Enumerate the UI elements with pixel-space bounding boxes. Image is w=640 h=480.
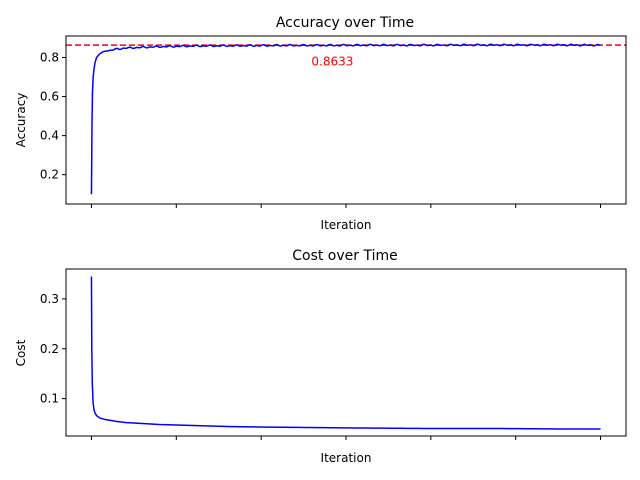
accuracy-y-tick-label: 0.4	[40, 129, 59, 143]
accuracy-y-tick-label: 0.2	[40, 168, 59, 182]
cost-y-axis-label: Cost	[14, 339, 28, 366]
accuracy-series-line	[90, 43, 601, 195]
cost-x-axis-label: Iteration	[321, 451, 372, 465]
accuracy-chart-title: Accuracy over Time	[276, 15, 414, 31]
cost-y-ticks: 0.1 0.2 0.3	[40, 292, 66, 406]
cost-plot-frame	[65, 268, 627, 437]
cost-series-line	[90, 276, 601, 430]
cost-y-tick-label: 0.1	[40, 392, 59, 406]
accuracy-y-axis-label: Accuracy	[14, 93, 28, 148]
accuracy-y-ticks: 0.2 0.4 0.6 0.8	[40, 50, 66, 182]
accuracy-subplot: Accuracy over Time 0.2 0.4 0.6 0.8 0.8633 I…	[14, 15, 627, 232]
accuracy-x-axis-label: Iteration	[321, 218, 372, 232]
cost-x-ticks	[90, 436, 602, 440]
accuracy-annotation: 0.8633	[311, 54, 353, 68]
accuracy-plot-frame	[65, 35, 627, 205]
cost-chart-title: Cost over Time	[292, 248, 398, 264]
cost-y-tick-label: 0.3	[40, 292, 59, 306]
cost-subplot: Cost over Time 0.1 0.2 0.3 Iteration Cost	[14, 248, 627, 465]
accuracy-x-ticks	[90, 204, 602, 208]
accuracy-y-tick-label: 0.8	[40, 50, 59, 64]
accuracy-y-tick-label: 0.6	[40, 90, 59, 104]
cost-y-tick-label: 0.2	[40, 342, 59, 356]
